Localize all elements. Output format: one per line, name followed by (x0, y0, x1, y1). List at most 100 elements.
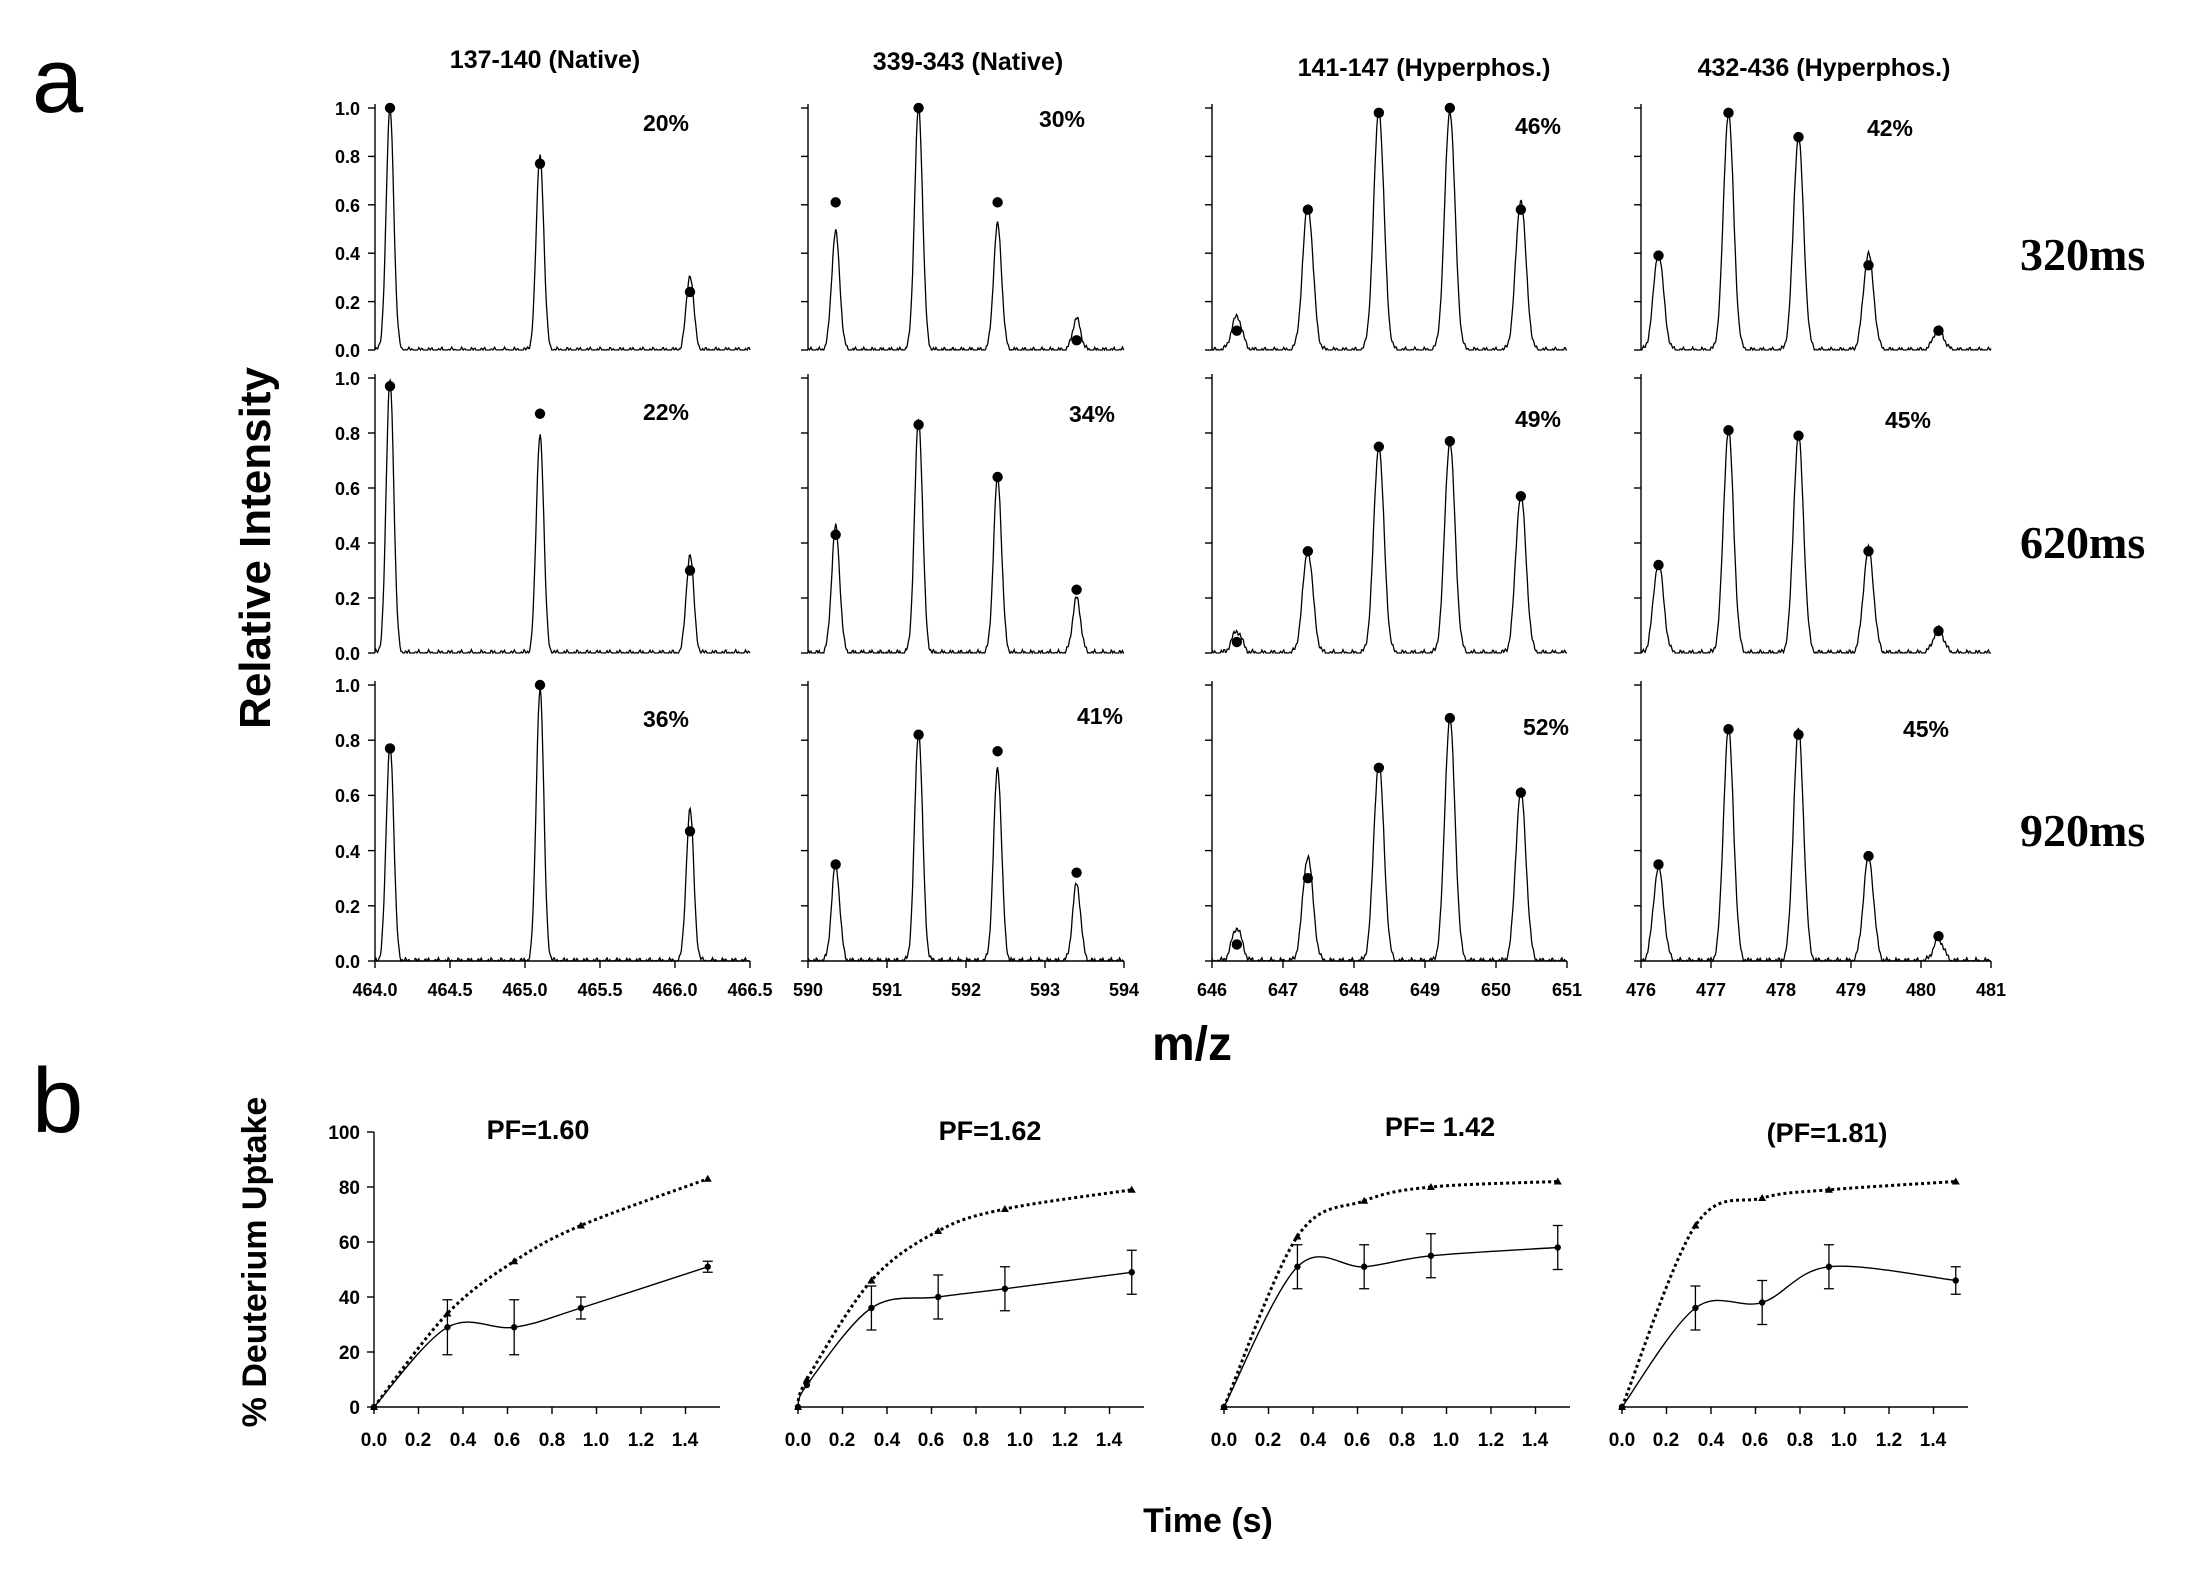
percent-c1-r1: 34% (1069, 401, 1115, 427)
uptake-x-ticks: 0.0 0.2 0.4 0.6 0.8 1.0 1.2 1.4 0.0 0.2 … (361, 1430, 1947, 1451)
theoretical-dot (1302, 204, 1314, 215)
percent-c0-r0: 20% (643, 110, 689, 136)
spectrum-c1-r2 (801, 681, 1125, 968)
spectrum-c3-r0 (1634, 104, 1992, 352)
uptake-title-2: PF= 1.42 (1385, 1112, 1495, 1142)
data-point-triangle (1758, 1194, 1767, 1201)
bx-0-3: 0.6 (494, 1430, 520, 1451)
data-point (1220, 1403, 1228, 1411)
data-point-triangle (1360, 1196, 1369, 1204)
bx-0-6: 1.2 (628, 1430, 654, 1451)
spectrum-trace (1640, 113, 1992, 352)
theoretical-dot (1515, 204, 1527, 215)
data-point-triangle (703, 1174, 712, 1182)
x-tick-c0-1: 464.5 (427, 980, 472, 1000)
theoretical-dot (992, 197, 1003, 208)
x-tick-c2-4: 650 (1481, 980, 1511, 1000)
spectrum-trace (1211, 716, 1567, 963)
theoretical-dot (1863, 260, 1874, 271)
theoretical-dot (1373, 441, 1385, 452)
x-tick-c1-4: 594 (1109, 980, 1139, 1000)
data-point-triangle (802, 1375, 811, 1383)
percent-c1-r0: 30% (1039, 106, 1085, 132)
theoretical-dot (1723, 107, 1734, 119)
theoretical-dot (1071, 867, 1082, 878)
bx-1-1: 0.2 (829, 1430, 855, 1451)
theoretical-dot (1933, 325, 1944, 336)
uptake-plot-1 (794, 1185, 1144, 1414)
data-point-triangle (1127, 1185, 1136, 1193)
uptake-curve-solid (797, 1271, 1132, 1408)
bx-1-6: 1.2 (1052, 1430, 1078, 1451)
bx-2-6: 1.2 (1478, 1430, 1504, 1451)
theoretical-dot (1231, 325, 1243, 336)
theoretical-dot (1863, 850, 1874, 862)
b-y-tick-0: 0 (349, 1398, 360, 1419)
spectrum-trace (374, 106, 751, 352)
theoretical-dot (1071, 584, 1082, 595)
col-title-0: 137-140 (Native) (450, 46, 640, 74)
x-tick-c1-0: 590 (793, 980, 823, 1000)
theoretical-dot (1515, 787, 1527, 798)
uptake-plot-3 (1618, 1177, 1968, 1414)
spectrum-trace (807, 732, 1124, 963)
x-tick-c0-5: 466.5 (727, 980, 772, 1000)
y-tick-r0-0: 0.0 (335, 341, 360, 361)
data-point-triangle (1000, 1205, 1009, 1212)
panel-label-b: b (32, 1050, 83, 1152)
uptake-curve-dotted (1222, 1180, 1558, 1408)
spectrum-trace (1640, 727, 1991, 963)
uptake-title-0: PF=1.60 (487, 1115, 590, 1145)
y-tick-r1-3: 0.6 (335, 479, 360, 499)
data-point (1554, 1244, 1561, 1251)
x-tick-c2-0: 646 (1197, 980, 1227, 1000)
col-title-1: 339-343 (Native) (873, 48, 1063, 76)
data-point (1758, 1299, 1766, 1306)
theoretical-dot (1231, 636, 1243, 648)
y-tick-r1-1: 0.2 (335, 589, 360, 609)
theoretical-dot (830, 197, 841, 208)
spectrum-c0-r0 (368, 102, 751, 352)
bx-0-2: 0.4 (450, 1430, 477, 1451)
x-tick-c0-3: 465.5 (577, 980, 622, 1000)
y-tick-r0-1: 0.2 (335, 293, 360, 313)
bx-2-3: 0.6 (1344, 1430, 1370, 1451)
uptake-curve-dotted (372, 1177, 709, 1408)
data-point (444, 1324, 451, 1331)
bx-3-2: 0.4 (1698, 1430, 1725, 1451)
data-point-triangle (1426, 1183, 1435, 1190)
y-tick-r2-5: 1.0 (335, 676, 360, 696)
theoretical-dot (684, 286, 696, 298)
uptake-curve-solid (1621, 1265, 1956, 1408)
bx-2-0: 0.0 (1211, 1430, 1237, 1451)
uptake-curve-solid (1223, 1246, 1558, 1408)
percent-c0-r2: 36% (643, 706, 689, 732)
spectrum-c3-r2 (1634, 681, 1992, 968)
theoretical-dot (534, 158, 546, 169)
theoretical-dot (1863, 546, 1874, 557)
spectrum-c1-r1 (801, 374, 1124, 655)
spectrum-c1-r0 (801, 102, 1125, 352)
percent-c2-r2: 52% (1523, 714, 1569, 740)
data-point (704, 1263, 711, 1270)
col-title-2: 141-147 (Hyperphos.) (1298, 54, 1551, 82)
theoretical-dot (1071, 335, 1082, 346)
theoretical-dot (384, 381, 396, 392)
bx-0-0: 0.0 (361, 1430, 387, 1451)
bx-3-7: 1.4 (1920, 1430, 1947, 1451)
bx-2-5: 1.0 (1433, 1430, 1459, 1451)
bx-3-1: 0.2 (1653, 1430, 1679, 1451)
spectrum-trace (374, 378, 751, 655)
x-tick-c2-3: 649 (1410, 980, 1440, 1000)
bx-1-2: 0.4 (874, 1430, 901, 1451)
data-point-triangle (510, 1257, 519, 1265)
theoretical-dot (830, 529, 841, 540)
uptake-title-1: PF=1.62 (939, 1116, 1042, 1146)
y-tick-r0-2: 0.4 (335, 244, 360, 264)
theoretical-dot (1653, 859, 1664, 870)
bx-1-7: 1.4 (1096, 1430, 1123, 1451)
bx-0-1: 0.2 (405, 1430, 431, 1451)
spectrum-c0-r2 (368, 679, 751, 968)
theoretical-dot (913, 729, 924, 740)
